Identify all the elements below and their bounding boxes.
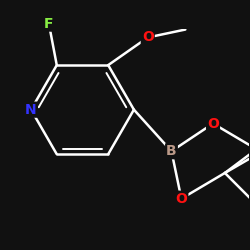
Text: N: N: [25, 103, 37, 117]
Text: O: O: [207, 116, 219, 130]
Text: O: O: [142, 30, 154, 44]
Text: O: O: [176, 192, 187, 206]
Text: F: F: [44, 16, 54, 30]
Text: B: B: [166, 144, 177, 158]
